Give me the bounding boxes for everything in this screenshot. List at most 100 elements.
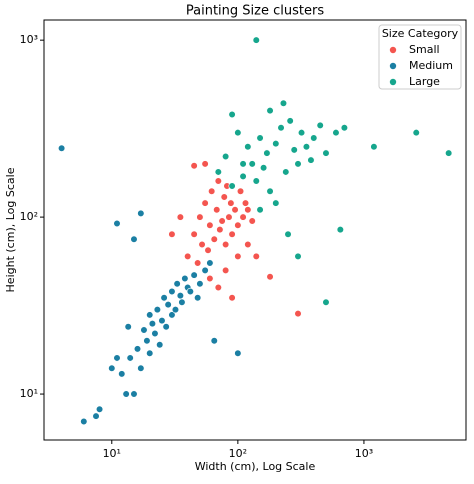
point [322, 298, 330, 306]
point [196, 213, 204, 221]
legend-marker [389, 78, 397, 86]
point [248, 160, 256, 168]
point [118, 370, 126, 378]
point [310, 134, 318, 142]
point [228, 110, 236, 119]
point [294, 160, 302, 168]
point [133, 345, 142, 353]
point [181, 274, 189, 283]
legend-box [378, 24, 462, 90]
point [196, 280, 204, 288]
point [266, 106, 274, 115]
point [148, 320, 157, 328]
point [168, 311, 176, 319]
point [206, 259, 214, 267]
point [234, 221, 242, 229]
point [234, 349, 242, 357]
point [218, 217, 226, 225]
point [332, 129, 340, 137]
point [173, 280, 181, 288]
point [184, 252, 192, 260]
point [370, 143, 378, 151]
point [204, 246, 212, 254]
point [143, 337, 151, 345]
point [146, 311, 154, 319]
legend-label: Small [409, 43, 440, 56]
legend-label: Medium [409, 59, 453, 72]
point [252, 177, 260, 185]
point [222, 240, 230, 249]
point [227, 199, 235, 207]
point [151, 329, 159, 338]
point [190, 162, 198, 170]
point [445, 149, 453, 157]
point [302, 143, 311, 151]
point [266, 187, 274, 195]
point [130, 390, 138, 398]
point [244, 143, 252, 151]
point [307, 156, 315, 164]
point [252, 36, 260, 44]
point [162, 323, 170, 331]
plot-frame [43, 19, 467, 441]
point [186, 287, 194, 296]
legend-title: Size Category [382, 27, 459, 40]
point [108, 364, 116, 372]
x-tick-label: 10² [229, 447, 247, 460]
x-tick-label: 10³ [355, 447, 373, 460]
point [80, 417, 88, 426]
point [140, 326, 148, 334]
point [266, 273, 274, 281]
point [201, 160, 209, 168]
point [122, 390, 130, 398]
y-tick-label: 10¹ [20, 387, 38, 400]
point [156, 341, 164, 349]
point [153, 306, 161, 314]
point [284, 230, 292, 238]
point [171, 306, 180, 314]
x-axis-label: Width (cm), Log Scale [195, 460, 316, 473]
point [239, 160, 247, 168]
point [206, 274, 214, 283]
point [206, 221, 214, 229]
point [231, 206, 239, 214]
point [201, 266, 209, 274]
point [210, 337, 218, 345]
point [95, 405, 104, 413]
point [234, 129, 242, 137]
point [228, 230, 236, 238]
point [113, 219, 121, 228]
point [216, 225, 224, 234]
point [137, 209, 145, 217]
point [322, 149, 330, 157]
point [259, 164, 268, 172]
point [236, 187, 245, 195]
point [248, 217, 256, 225]
x-tick-label: 10¹ [103, 447, 121, 460]
point [316, 121, 324, 129]
point [124, 323, 132, 331]
point [213, 206, 221, 214]
point [190, 230, 198, 238]
point [208, 187, 216, 195]
chart-title: Painting Size clusters [186, 4, 324, 19]
point [234, 252, 242, 260]
y-tick-label: 10³ [20, 33, 38, 46]
point [279, 99, 288, 107]
point [168, 230, 176, 238]
point [228, 294, 236, 302]
point [263, 149, 271, 157]
point [244, 240, 252, 249]
point [178, 298, 186, 306]
y-tick-label: 10² [20, 210, 38, 223]
point [164, 301, 172, 309]
point [58, 144, 66, 152]
point [130, 235, 138, 243]
point [282, 168, 290, 176]
y-axis-label: Height (cm), Log Scale [4, 167, 17, 292]
point [198, 240, 206, 249]
point [239, 213, 247, 221]
point [336, 225, 344, 234]
point [113, 354, 121, 362]
legend-marker [389, 46, 397, 54]
